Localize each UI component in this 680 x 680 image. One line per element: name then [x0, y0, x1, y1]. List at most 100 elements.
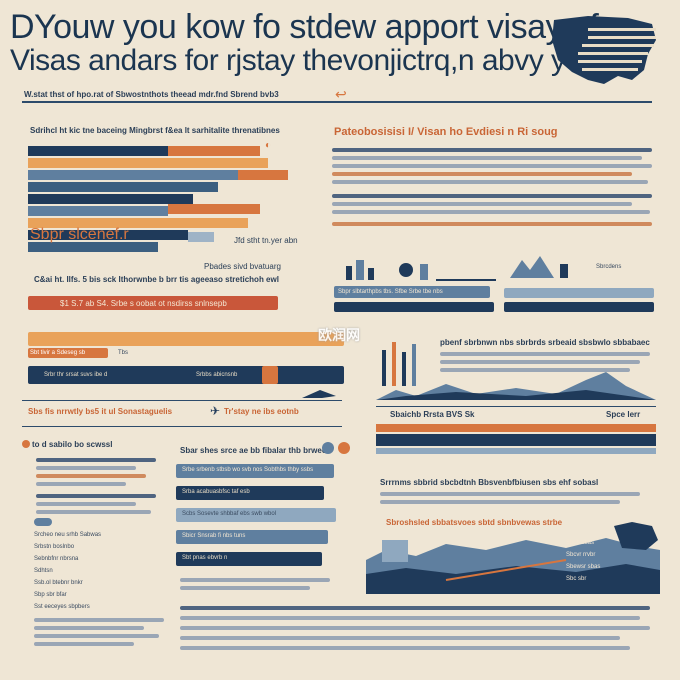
text-line	[34, 634, 159, 638]
bullet-dot	[22, 440, 30, 448]
highlight-strip-label: $1 S.7 ab S4. Srbe s oobat ot nsdirss sn…	[60, 299, 227, 308]
mid-row-1: Srbe srbenb stbsb wo svb nos Sobthbs thb…	[182, 467, 314, 473]
legend-3: Sbewsr sbas	[566, 564, 601, 570]
legend-4: Sbc sbr	[566, 576, 587, 582]
right-band-label: Sbaichb Rrsta BVS Sk	[390, 410, 475, 419]
text-line	[440, 360, 640, 364]
right-ribbon	[376, 424, 656, 432]
orange-band-label: Sbt tivir a Sdeseg sb	[30, 350, 86, 356]
plane-icon	[302, 390, 336, 398]
side-line-6: Sbp sbr bfar	[34, 592, 67, 598]
right-mid-label-2: Sbrcdens	[596, 264, 622, 270]
text-line	[180, 586, 310, 590]
skyline-icon	[382, 342, 416, 386]
text-line	[440, 352, 650, 356]
right-mid-band	[504, 302, 654, 312]
bar-caption-a: Sbpr slcenef.r	[30, 226, 129, 243]
orange-band-tag	[28, 348, 108, 358]
right-mid-label-1: Sbpr slbtarthpbs tbs. Sfbe Srbe tbe nbs	[338, 289, 443, 295]
mid-row-band	[176, 530, 328, 544]
text-line	[36, 494, 156, 498]
chart-bar	[188, 232, 214, 242]
chart-bar	[28, 242, 158, 252]
left-top-heading: Sdrihcl ht kic tne baceing Mingbrst f&ea…	[30, 126, 280, 135]
side-line-5: Ssb.ol btebnr bnkr	[34, 580, 83, 586]
chart-bar	[28, 146, 168, 156]
chart-bar	[28, 158, 268, 168]
text-line	[180, 616, 640, 620]
title-rule	[22, 101, 652, 103]
highlight-strip	[28, 296, 278, 310]
chart-bar	[238, 170, 288, 180]
right-lower-heading-2: Sbroshsled sbbatsvoes sbtd sbnbvewas str…	[386, 518, 563, 527]
skyline-icon	[510, 256, 568, 278]
lower-left-sub-heading: to d sabilo bo scwssl	[32, 440, 113, 449]
text-line	[36, 482, 126, 486]
us-map-icon	[552, 16, 656, 84]
lower-left-heading: Sbs fis nrrwtly bs5 it ul Sonastaguelis	[28, 407, 173, 416]
right-ribbon	[376, 448, 656, 454]
mid-row-band	[176, 508, 336, 522]
strip-label: C&ai ht. Ilfs. 5 bis sck Ithorwnbe b brr…	[34, 275, 279, 284]
section-rule-3	[376, 406, 656, 407]
side-line-3: Sebnbfnr nbrsna	[34, 556, 79, 562]
text-line	[332, 164, 652, 168]
text-line	[180, 578, 330, 582]
bar-caption-c: Pbades sivd bvatuarg	[204, 262, 281, 271]
page-title-line-1: DYouw you kow fo stdew apport visay of	[10, 8, 599, 46]
text-line	[180, 646, 630, 650]
mid-row-band	[176, 552, 322, 566]
mid-row-band	[176, 464, 334, 478]
pointer-icon: ◐	[265, 140, 272, 151]
lower-left-heading-2: Tr'stay ne ibs eotnb	[224, 407, 299, 416]
right-ribbon	[376, 434, 656, 446]
side-line-7: Sst eeceyes sbpbers	[34, 604, 90, 610]
plane-icon-small: ✈	[210, 404, 221, 418]
text-line	[36, 510, 151, 514]
right-band-side: Spce lerr	[606, 410, 641, 419]
right-mid-heading: pbenf sbrbnwn nbs sbrbrds srbeaid sbsbwl…	[440, 338, 650, 347]
text-line	[332, 180, 648, 184]
text-line	[180, 636, 620, 640]
bubble-icon	[322, 442, 334, 454]
mid-row-5: Sbt pnas ebvrb n	[182, 555, 228, 561]
side-line-2: Srbstn boslnbo	[34, 544, 75, 550]
blue-band-accent	[262, 366, 278, 384]
text-line	[36, 458, 156, 462]
chart-bar	[28, 230, 188, 240]
text-line	[34, 642, 134, 646]
chart-bar	[28, 218, 248, 228]
mid-row-2: Srba acabuasbfsc taf esb	[182, 489, 250, 495]
skyline-icon	[346, 260, 496, 281]
text-line	[380, 500, 620, 504]
right-mid-band	[504, 288, 654, 298]
map-graphic	[366, 522, 660, 594]
text-line	[380, 492, 640, 496]
page-title-line-2: Visas andars for rjstay thevonjictrq,n a…	[10, 44, 621, 77]
legend-2: Sbcvr rrvbr	[566, 552, 596, 558]
mid-row-4: Sbicr Snsrab fi nbs tuns	[182, 533, 246, 539]
watermark: 欧润网	[318, 327, 360, 343]
right-mid-band	[334, 286, 490, 298]
chart-bar	[28, 194, 193, 204]
blue-band-label-2: Srbbs abicnsnb	[196, 372, 238, 378]
chart-bar	[168, 146, 260, 156]
mid-row-band	[176, 486, 324, 500]
skyline-icon	[376, 372, 656, 400]
text-line	[332, 148, 652, 152]
orange-band	[28, 332, 344, 346]
bubble-icon	[338, 442, 350, 454]
chart-bar	[28, 206, 168, 216]
subtitle-line: W.stat thst of hpo.rat of Sbwostnthots t…	[24, 90, 279, 99]
text-line	[180, 626, 650, 630]
bar-caption-b: Jfd stht tn.yer abn	[234, 236, 298, 245]
orange-band-side: Tbs	[118, 350, 129, 356]
text-line	[36, 466, 136, 470]
side-line-4: Sdhtsn	[34, 568, 53, 574]
section-rule	[22, 400, 342, 401]
text-line	[36, 502, 136, 506]
arrow-icon: ↩	[335, 86, 347, 102]
right-lower-heading: Srrrnms sbbrid sbcbdtnh Bbsvenbfbiusen s…	[380, 478, 599, 487]
text-line	[332, 222, 652, 226]
text-line	[34, 618, 164, 622]
